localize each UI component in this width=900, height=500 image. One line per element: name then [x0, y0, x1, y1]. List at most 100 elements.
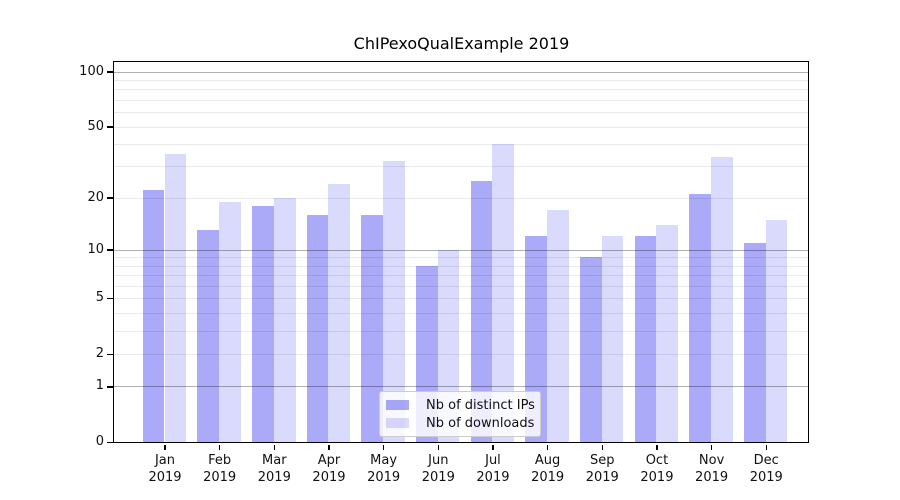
gridline-minor [114, 285, 808, 287]
gridline-minor [114, 112, 808, 114]
legend-swatch-downloads [386, 418, 409, 428]
x-tick-year: 2019 [421, 470, 455, 485]
gridline-minor [114, 353, 808, 355]
x-tick-year: 2019 [585, 470, 619, 485]
bar-distinct-ips-apr [306, 214, 329, 442]
x-tick-mark [273, 444, 276, 450]
x-tick-label: May 2019 [356, 452, 412, 486]
x-tick-year: 2019 [749, 470, 783, 485]
x-tick-month: Jan [154, 453, 176, 468]
bar-downloads-mar [273, 197, 296, 442]
bar-distinct-ips-sep [580, 257, 602, 442]
x-tick-year: 2019 [476, 470, 510, 485]
y-tick-mark [107, 297, 113, 300]
y-tick-mark [107, 197, 113, 199]
gridline-minor [114, 257, 808, 259]
x-tick-month: Dec [753, 453, 779, 468]
x-tick-month: Aug [534, 453, 561, 468]
x-tick-month: Apr [317, 453, 341, 468]
gridline-minor [114, 265, 808, 267]
legend-label-distinct-ips: Nb of distinct IPs [426, 397, 535, 413]
x-tick-label: Oct 2019 [629, 452, 685, 486]
gridline-major [114, 249, 808, 251]
legend-entry-downloads: Nb of downloads [386, 416, 534, 431]
x-tick-year: 2019 [695, 470, 729, 485]
x-tick-label: Dec 2019 [738, 452, 794, 486]
chart-title: ChIPexoQualExample 2019 [353, 34, 570, 53]
gridline-minor [114, 126, 808, 128]
bar-distinct-ips-aug [525, 236, 548, 442]
legend-swatch-distinct-ips [386, 400, 409, 410]
bar-distinct-ips-jan [142, 190, 165, 442]
x-tick-mark [164, 444, 166, 450]
gridline-minor [114, 275, 808, 277]
gridline-minor [114, 99, 808, 101]
gridline-minor [114, 298, 808, 300]
y-tick-label: 50 [87, 118, 104, 134]
x-tick-mark [328, 444, 330, 450]
bar-downloads-feb [219, 201, 241, 442]
bar-downloads-may [383, 161, 405, 442]
bar-downloads-sep [601, 236, 624, 442]
bar-distinct-ips-may [361, 214, 384, 442]
gridline-major [114, 386, 808, 388]
x-tick-month: Oct [645, 453, 669, 468]
x-tick-label: Jan 2019 [137, 452, 193, 486]
x-tick-year: 2019 [312, 470, 346, 485]
x-tick-mark [218, 444, 221, 450]
gridline-minor [114, 80, 808, 82]
y-tick-label: 0 [95, 434, 104, 449]
y-tick-label: 10 [87, 241, 104, 257]
y-tick-label: 1 [95, 378, 104, 394]
bar-downloads-apr [328, 183, 351, 442]
y-tick-mark [107, 441, 113, 444]
gridline-minor [114, 144, 808, 146]
x-tick-label: Jul 2019 [465, 452, 521, 486]
x-tick-month: Nov [698, 453, 725, 468]
y-tick-mark [107, 353, 113, 356]
plot-area: Nb of distinct IPs Nb of downloads [113, 61, 809, 443]
bar-downloads-jan [164, 154, 187, 442]
x-tick-month: Sep [590, 453, 615, 468]
x-tick-year: 2019 [367, 470, 401, 485]
legend: Nb of distinct IPs Nb of downloads [379, 391, 541, 437]
bar-distinct-ips-mar [252, 205, 274, 442]
x-tick-mark [382, 444, 385, 450]
x-tick-label: Jun 2019 [410, 452, 466, 486]
y-tick-label: 2 [95, 345, 104, 361]
bar-downloads-nov [711, 156, 733, 442]
x-tick-month: Jul [485, 453, 501, 468]
gridline-minor [114, 330, 808, 332]
bar-downloads-aug [547, 210, 569, 442]
legend-entry-distinct-ips: Nb of distinct IPs [386, 397, 535, 413]
gridline-major [114, 71, 808, 73]
y-tick-mark [107, 126, 113, 128]
x-tick-label: Mar 2019 [246, 452, 302, 486]
x-tick-year: 2019 [203, 470, 237, 485]
x-tick-mark [601, 444, 604, 450]
x-tick-month: May [370, 453, 398, 468]
bar-distinct-ips-feb [197, 230, 220, 442]
x-tick-mark [492, 444, 494, 450]
x-tick-month: Feb [208, 453, 232, 468]
bar-downloads-jul [492, 144, 515, 442]
bar-distinct-ips-oct [634, 236, 657, 442]
x-tick-year: 2019 [257, 470, 291, 485]
x-tick-label: Apr 2019 [301, 452, 357, 486]
x-tick-label: Feb 2019 [192, 452, 248, 486]
gridline-minor [114, 89, 808, 91]
x-tick-mark [437, 444, 440, 450]
x-tick-year: 2019 [148, 470, 182, 485]
bar-downloads-dec [765, 219, 788, 442]
y-tick-label: 5 [95, 290, 104, 306]
y-tick-label: 100 [79, 63, 104, 79]
x-tick-label: Aug 2019 [520, 452, 576, 486]
gridline-minor [114, 312, 808, 314]
y-tick-label: 20 [87, 189, 104, 205]
y-tick-mark [107, 71, 113, 73]
x-tick-label: Nov 2019 [684, 452, 740, 486]
y-tick-mark [107, 386, 113, 388]
gridline-minor [114, 166, 808, 168]
y-tick-mark [107, 249, 113, 251]
